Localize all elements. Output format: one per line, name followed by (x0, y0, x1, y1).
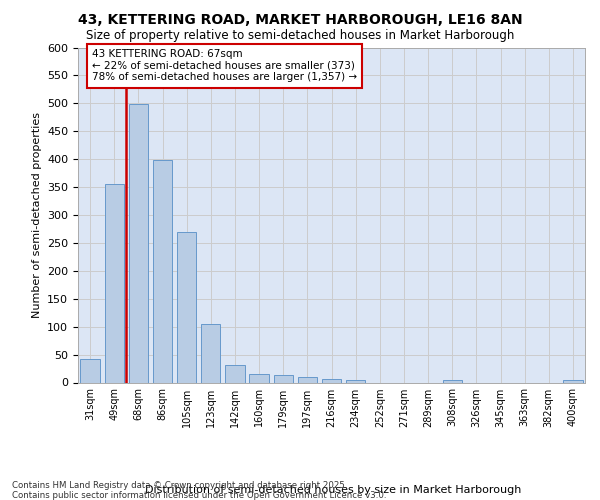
Y-axis label: Number of semi-detached properties: Number of semi-detached properties (32, 112, 41, 318)
Bar (177, 232, 196, 382)
Bar (104, 184, 124, 382)
Bar (225, 364, 245, 382)
Text: 43, KETTERING ROAD, MARKET HARBOROUGH, LE16 8AN: 43, KETTERING ROAD, MARKET HARBOROUGH, L… (77, 12, 523, 26)
Text: Distribution of semi-detached houses by size in Market Harborough: Distribution of semi-detached houses by … (145, 485, 521, 495)
Text: Size of property relative to semi-detached houses in Market Harborough: Size of property relative to semi-detach… (86, 29, 514, 42)
Bar (298, 378, 317, 382)
Text: Contains HM Land Registry data © Crown copyright and database right 2025.
Contai: Contains HM Land Registry data © Crown c… (12, 480, 386, 500)
Bar (153, 160, 172, 382)
Text: 43 KETTERING ROAD: 67sqm
← 22% of semi-detached houses are smaller (373)
78% of : 43 KETTERING ROAD: 67sqm ← 22% of semi-d… (92, 49, 357, 82)
Bar (80, 359, 100, 382)
Bar (443, 380, 462, 382)
Bar (563, 380, 583, 382)
Bar (250, 374, 269, 382)
Bar (322, 379, 341, 382)
Bar (128, 104, 148, 382)
Bar (274, 375, 293, 382)
Bar (201, 324, 220, 382)
Bar (346, 380, 365, 382)
